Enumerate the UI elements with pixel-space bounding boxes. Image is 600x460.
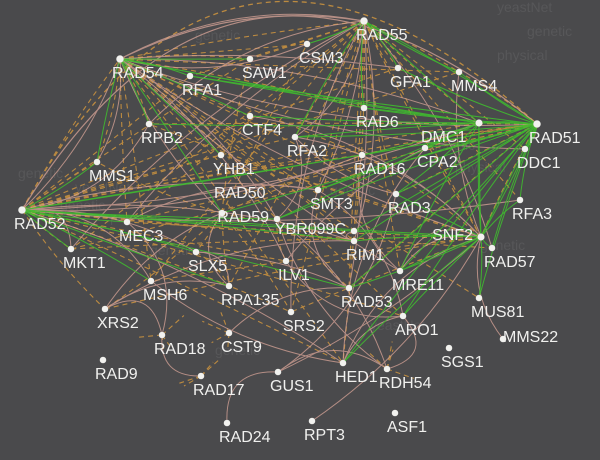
svg-text:genetic: genetic <box>480 237 525 253</box>
svg-text:yeastNet: yeastNet <box>497 0 552 15</box>
svg-text:genetic: genetic <box>215 342 260 358</box>
svg-text:physical: physical <box>497 47 548 63</box>
svg-text:genetic: genetic <box>527 23 572 39</box>
svg-text:yeastNet: yeastNet <box>370 317 425 333</box>
